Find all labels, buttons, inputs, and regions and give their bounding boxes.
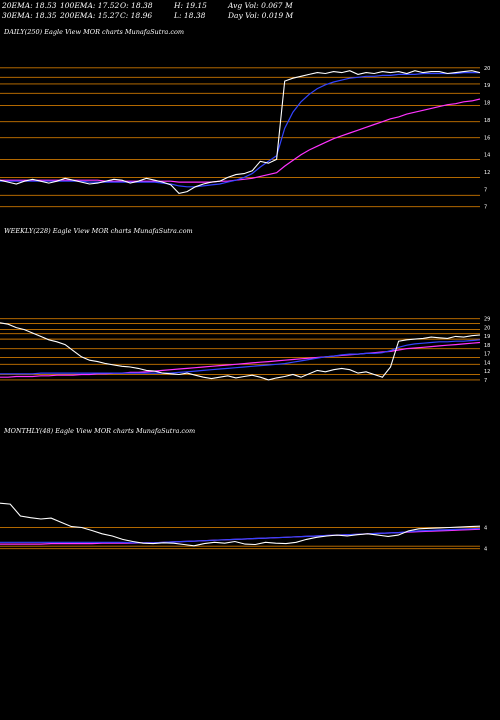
- ema100-value: 100EMA: 17.52: [60, 1, 120, 10]
- monthly-tick-label-1: 4: [484, 547, 487, 553]
- daily-tick-label-5: 14: [484, 153, 490, 159]
- monthly-series-line-1: [0, 527, 481, 544]
- day-vol-value: Day Vol: 0.019 M: [228, 11, 294, 20]
- ema200-value: 200EMA: 15.27: [60, 11, 120, 20]
- weekly-tick-label-4: 17: [484, 352, 490, 358]
- monthly-chart-title: MONTHLY(48) Eagle View MOR charts Munafa…: [4, 427, 196, 435]
- weekly-tick-label-1: 20: [484, 326, 490, 332]
- daily-tick-label-6: 12: [484, 170, 490, 176]
- weekly-chart-title: WEEKLY(228) Eagle View MOR charts Munafa…: [4, 227, 193, 235]
- ema30-value: 30EMA: 18.35: [2, 11, 57, 20]
- daily-series-line-0: [0, 70, 481, 195]
- weekly-chart: 29 20 19 18 17 14 12 7: [0, 317, 490, 384]
- close-value: C: 18.96: [120, 11, 153, 20]
- daily-chart-title: DAILY(250) Eagle View MOR charts MunafaS…: [4, 28, 185, 36]
- daily-tick-label-8: 7: [484, 205, 487, 211]
- ema20-value: 20EMA: 18.53: [2, 1, 57, 10]
- weekly-series-line-2: [0, 341, 481, 378]
- indicator-header: 20EMA: 18.53 100EMA: 17.52 O: 18.38 H: 1…: [2, 1, 498, 21]
- monthly-tick-label-0: 4: [484, 526, 487, 532]
- daily-tick-label-3: 18: [484, 118, 490, 124]
- monthly-chart: 44: [0, 502, 487, 553]
- high-value: H: 19.15: [174, 1, 207, 10]
- daily-series-line-1: [0, 71, 480, 188]
- low-value: L: 18.38: [174, 11, 206, 20]
- weekly-tick-label-0: 29: [484, 317, 490, 323]
- daily-tick-label-1: 19: [484, 83, 490, 89]
- weekly-tick-label-2: 19: [484, 334, 490, 340]
- weekly-series-line-1: [0, 339, 481, 375]
- weekly-tick-label-3: 18: [484, 343, 490, 349]
- daily-tick-label-4: 16: [484, 135, 490, 141]
- daily-tick-label-7: 7: [484, 187, 487, 193]
- daily-chart: 20 19 18 18 16 14 12 7 7: [0, 66, 490, 211]
- monthly-series-line-0: [0, 502, 481, 547]
- indicator-row-1: 20EMA: 18.53 100EMA: 17.52 O: 18.38 H: 1…: [2, 1, 498, 11]
- weekly-tick-label-7: 7: [484, 378, 487, 384]
- daily-series-line-2: [0, 98, 481, 183]
- weekly-tick-label-6: 12: [484, 369, 490, 375]
- weekly-tick-label-5: 14: [484, 360, 490, 366]
- weekly-series-line-0: [0, 322, 481, 381]
- daily-tick-label-0: 20: [484, 66, 490, 72]
- daily-tick-label-2: 18: [484, 101, 490, 107]
- avg-vol-value: Avg Vol: 0.067 M: [228, 1, 293, 10]
- indicator-row-2: 30EMA: 18.35 200EMA: 15.27 C: 18.96 L: 1…: [2, 11, 498, 21]
- open-value: O: 18.38: [120, 1, 153, 10]
